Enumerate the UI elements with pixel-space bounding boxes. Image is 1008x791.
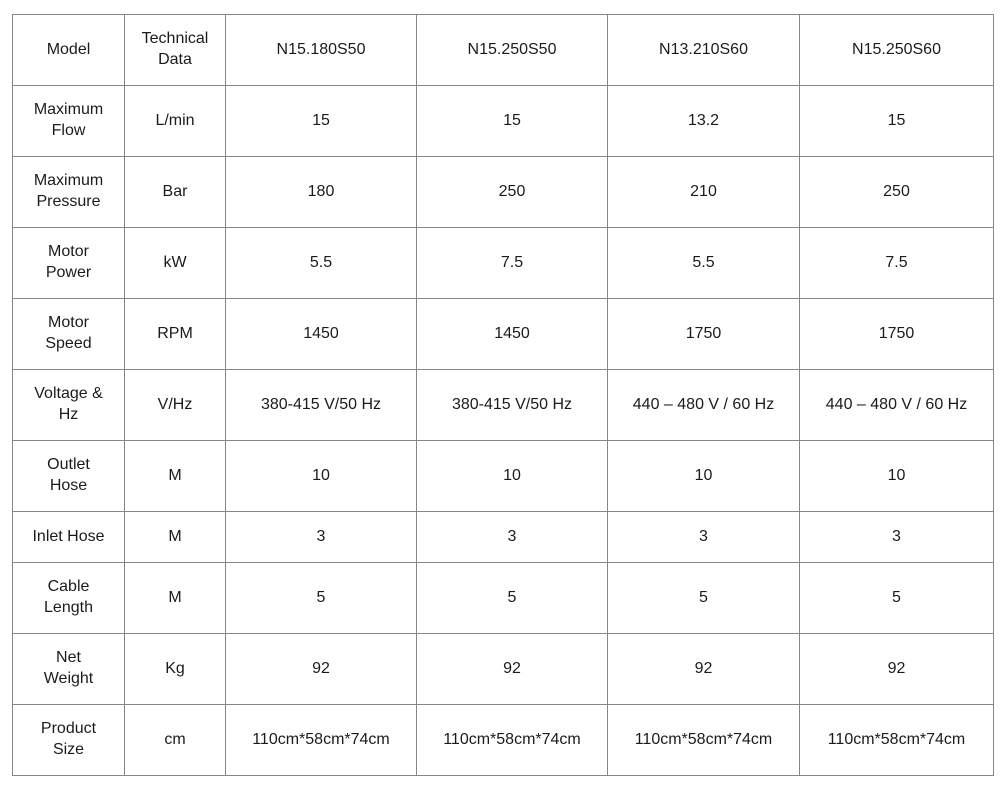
cell-value: 10 (799, 440, 994, 512)
table-row: Maximum Flow L/min 15 15 13.2 15 (12, 85, 994, 157)
cell-value: 1450 (225, 298, 417, 370)
cell-value: 15 (799, 85, 994, 157)
cell-value: 210 (607, 156, 800, 228)
row-label: Cable Length (12, 562, 125, 634)
row-unit: M (124, 440, 226, 512)
row-label: Inlet Hose (12, 511, 125, 563)
row-unit: RPM (124, 298, 226, 370)
technical-data-table: Model Technical Data N15.180S50 N15.250S… (12, 14, 994, 776)
cell-value: 15 (416, 85, 608, 157)
row-unit: L/min (124, 85, 226, 157)
table-row: Maximum Pressure Bar 180 250 210 250 (12, 156, 994, 228)
row-label: Motor Speed (12, 298, 125, 370)
cell-value: 380-415 V/50 Hz (416, 369, 608, 441)
cell-value: 13.2 (607, 85, 800, 157)
cell-value: 10 (225, 440, 417, 512)
table-row: Outlet Hose M 10 10 10 10 (12, 440, 994, 512)
cell-value: 110cm*58cm*74cm (607, 704, 800, 776)
cell-value: 5.5 (607, 227, 800, 299)
cell-value: 1750 (607, 298, 800, 370)
row-unit: M (124, 562, 226, 634)
cell-value: 380-415 V/50 Hz (225, 369, 417, 441)
technical-data-table-container: Model Technical Data N15.180S50 N15.250S… (12, 14, 994, 776)
cell-value: 92 (416, 633, 608, 705)
row-unit: V/Hz (124, 369, 226, 441)
header-model-n13-210s60: N13.210S60 (607, 14, 800, 86)
table-row: Net Weight Kg 92 92 92 92 (12, 633, 994, 705)
cell-value: 7.5 (416, 227, 608, 299)
table-row: Voltage & Hz V/Hz 380-415 V/50 Hz 380-415 V… (12, 369, 994, 441)
cell-value: 110cm*58cm*74cm (416, 704, 608, 776)
cell-value: 92 (799, 633, 994, 705)
row-label: Motor Power (12, 227, 125, 299)
cell-value: 92 (607, 633, 800, 705)
row-unit: Bar (124, 156, 226, 228)
table-row: Cable Length M 5 5 5 5 (12, 562, 994, 634)
row-unit: M (124, 511, 226, 563)
cell-value: 250 (799, 156, 994, 228)
cell-value: 110cm*58cm*74cm (799, 704, 994, 776)
cell-value: 10 (607, 440, 800, 512)
header-model-n15-250s50: N15.250S50 (416, 14, 608, 86)
row-label: Maximum Flow (12, 85, 125, 157)
table-row: Motor Power kW 5.5 7.5 5.5 7.5 (12, 227, 994, 299)
cell-value: 1450 (416, 298, 608, 370)
cell-value: 5 (799, 562, 994, 634)
cell-value: 15 (225, 85, 417, 157)
row-label: Outlet Hose (12, 440, 125, 512)
header-row: Model Technical Data N15.180S50 N15.250S… (12, 14, 994, 86)
row-unit: kW (124, 227, 226, 299)
table-row: Product Size cm 110cm*58cm*74cm 110cm*58cm*… (12, 704, 994, 776)
cell-value: 180 (225, 156, 417, 228)
row-label: Product Size (12, 704, 125, 776)
row-label: Voltage & Hz (12, 369, 125, 441)
row-label: Maximum Pressure (12, 156, 125, 228)
header-technical-data-label: Technical Data (124, 14, 226, 86)
cell-value: 5 (225, 562, 417, 634)
row-label: Net Weight (12, 633, 125, 705)
cell-value: 440 – 480 V / 60 Hz (799, 369, 994, 441)
cell-value: 5 (416, 562, 608, 634)
cell-value: 5 (607, 562, 800, 634)
cell-value: 7.5 (799, 227, 994, 299)
cell-value: 3 (225, 511, 417, 563)
cell-value: 3 (416, 511, 608, 563)
cell-value: 440 – 480 V / 60 Hz (607, 369, 800, 441)
header-model-n15-180s50: N15.180S50 (225, 14, 417, 86)
table-row: Inlet Hose M 3 3 3 3 (12, 511, 994, 563)
cell-value: 92 (225, 633, 417, 705)
header-model-n15-250s60: N15.250S60 (799, 14, 994, 86)
cell-value: 3 (799, 511, 994, 563)
table-row: Motor Speed RPM 1450 1450 1750 1750 (12, 298, 994, 370)
cell-value: 5.5 (225, 227, 417, 299)
cell-value: 10 (416, 440, 608, 512)
row-unit: cm (124, 704, 226, 776)
cell-value: 3 (607, 511, 800, 563)
cell-value: 110cm*58cm*74cm (225, 704, 417, 776)
row-unit: Kg (124, 633, 226, 705)
cell-value: 250 (416, 156, 608, 228)
cell-value: 1750 (799, 298, 994, 370)
header-model-label: Model (12, 14, 125, 86)
